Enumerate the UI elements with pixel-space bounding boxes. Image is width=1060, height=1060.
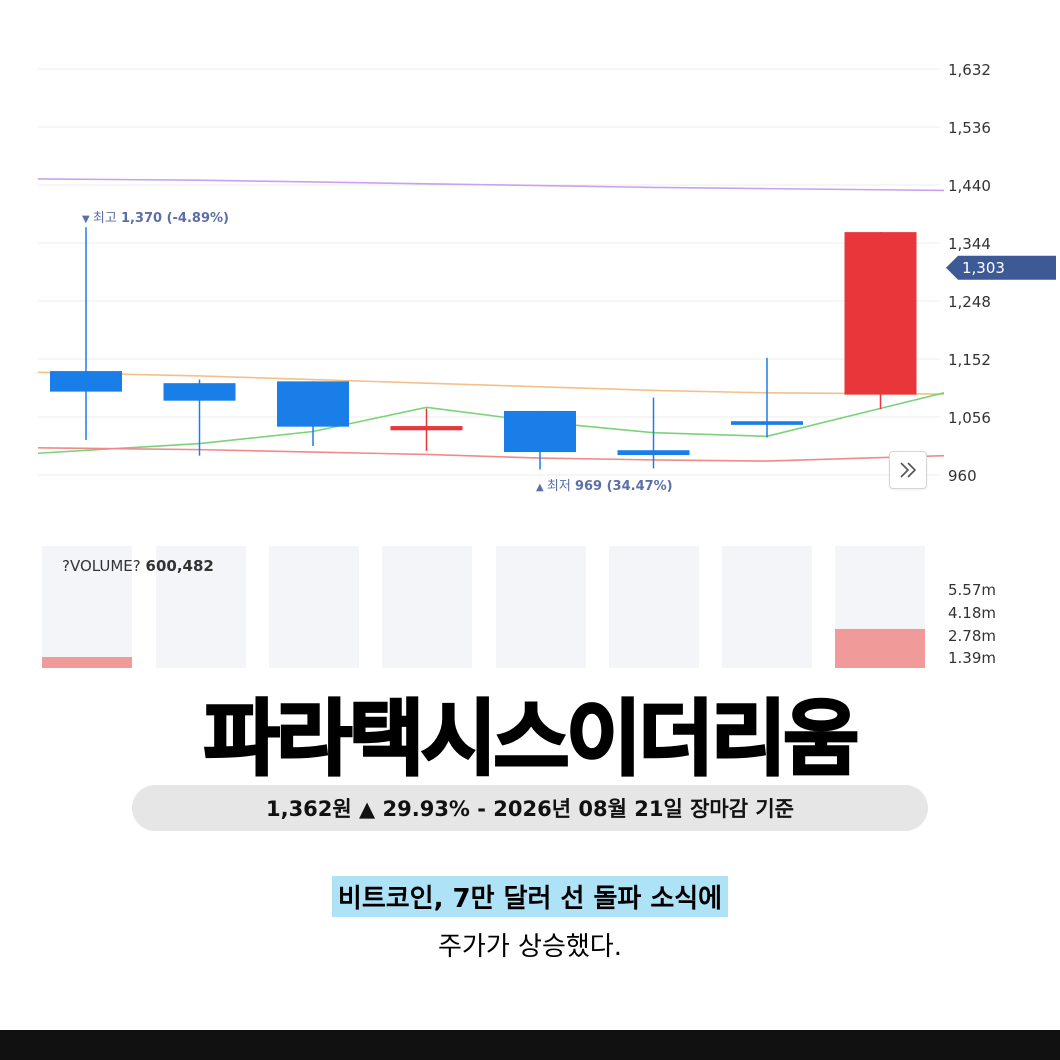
y-tick-label: 960 (948, 467, 977, 485)
candle-body (390, 426, 463, 431)
candle-body (163, 383, 236, 401)
volume-slot (156, 546, 246, 668)
candle-body (504, 410, 576, 453)
low-price-annotation: ▲ 최저 969 (34.47%) (536, 479, 673, 494)
volume-label: ?VOLUME? 600,482 (62, 557, 214, 575)
candle-body (50, 371, 122, 392)
volume-bar (835, 628, 925, 668)
current-price-label: 1,303 (962, 259, 1005, 277)
candle-body (844, 232, 917, 395)
moving-average-line (37, 392, 945, 455)
scroll-right-button[interactable] (889, 451, 927, 489)
volume-slot (42, 546, 132, 668)
volume-slot (722, 546, 812, 668)
stock-chart: 1,632 1,536 1,440 1,344 1,248 1,152 1,056 960 1… (37, 61, 1056, 668)
volume-tick-label: 1.39m (948, 649, 996, 667)
current-price-tag (946, 255, 1056, 280)
moving-average-line (37, 371, 945, 395)
news-subline: 주가가 상승했다. (438, 932, 622, 962)
candle-body (731, 421, 803, 425)
price-summary: 1,362원 ▲ 29.93% - 2026년 08월 21일 장마감 기준 (132, 785, 928, 831)
y-tick-label: 1,152 (948, 351, 991, 369)
y-tick-label: 1,056 (948, 409, 991, 427)
double-chevron-right-icon (900, 462, 917, 478)
y-tick-label: 1,632 (948, 61, 991, 79)
volume-bar (42, 657, 132, 668)
y-tick-label: 1,440 (948, 177, 991, 195)
moving-average-line (37, 447, 945, 462)
footer-bar (0, 1030, 1060, 1060)
candle-body (277, 381, 349, 427)
y-tick-label: 1,344 (948, 235, 991, 253)
volume-tick-label: 4.18m (948, 604, 996, 622)
moving-average-line (37, 178, 945, 192)
volume-tick-label: 5.57m (948, 581, 996, 599)
candle-body (617, 450, 690, 456)
news-headline: 비트코인, 7만 달러 선 돌파 소식에 (331, 876, 729, 917)
volume-slot (609, 546, 699, 668)
volume-slot (269, 546, 359, 668)
high-price-annotation: ▼ 최고 1,370 (-4.89%) (82, 211, 229, 226)
y-tick-label: 1,536 (948, 119, 991, 137)
volume-tick-label: 2.78m (948, 627, 996, 645)
volume-slot (496, 546, 586, 668)
y-tick-label: 1,248 (948, 293, 991, 311)
volume-slot (382, 546, 472, 668)
stock-name-title: 파라택시스이더리움 (203, 691, 861, 789)
